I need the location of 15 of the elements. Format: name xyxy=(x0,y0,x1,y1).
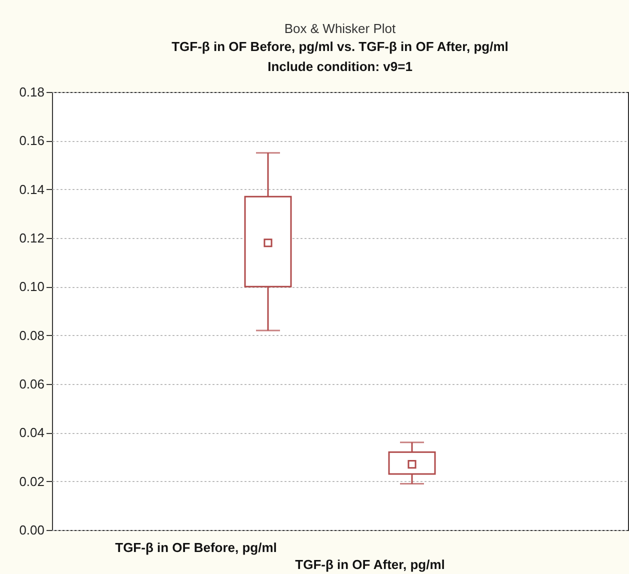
y-tick-label: 0.08 xyxy=(19,328,44,343)
y-tick-label: 0.16 xyxy=(19,133,44,148)
y-tick-label: 0.18 xyxy=(19,84,44,100)
y-tick-label: 0.04 xyxy=(19,425,44,440)
y-tick-label: 0.00 xyxy=(19,522,44,538)
chart-subtitle: TGF-β in OF Before, pg/ml vs. TGF-β in OF After, pg/ml xyxy=(172,39,508,54)
y-tick-label: 0.12 xyxy=(19,230,44,246)
y-tick-label: 0.02 xyxy=(19,474,44,489)
y-tick-label: 0.10 xyxy=(19,279,44,294)
x-tick-label: TGF-β in OF Before, pg/ml xyxy=(115,540,277,555)
text: Include condition: v9=1 xyxy=(268,59,412,74)
chart-title: Box & Whisker Plot xyxy=(284,21,396,36)
y-tick-label: 0.14 xyxy=(19,182,44,197)
y-tick-label: 0.06 xyxy=(19,376,44,392)
x-tick-label: TGF-β in OF After, pg/ml xyxy=(295,557,445,572)
